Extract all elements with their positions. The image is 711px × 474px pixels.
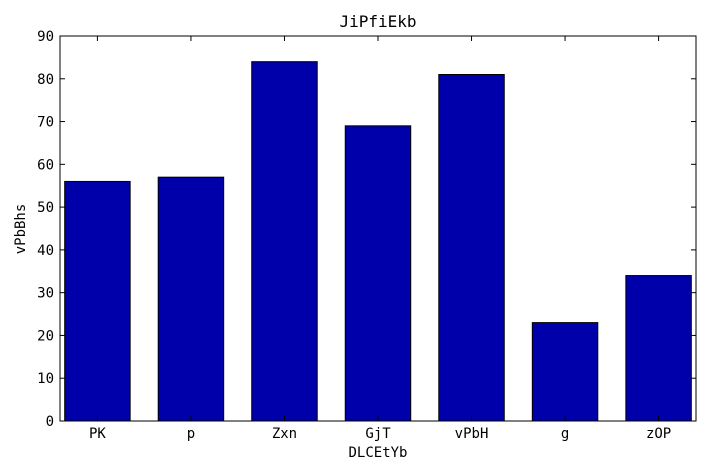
- x-tick-label: Zxn: [272, 426, 297, 442]
- y-tick-label: 20: [37, 328, 54, 344]
- chart-title: JiPfiEkb: [339, 12, 416, 31]
- x-tick-label: GjT: [365, 426, 391, 442]
- y-tick-label: 50: [37, 200, 54, 216]
- x-tick-label: zOP: [646, 426, 671, 442]
- x-tick-label: PK: [89, 426, 106, 442]
- y-tick-label: 90: [37, 29, 54, 45]
- bar-GjT: [344, 125, 412, 422]
- x-tick-label: vPbH: [455, 426, 489, 442]
- bar-vPbH: [438, 74, 505, 422]
- bar-p: [157, 176, 225, 422]
- bar-PK: [64, 180, 131, 422]
- y-tick-label: 30: [37, 286, 54, 302]
- y-tick-label: 80: [37, 72, 54, 88]
- y-axis-label: vPbBhs: [13, 204, 29, 255]
- x-axis-label: DLCEtYb: [348, 445, 407, 461]
- x-tick-label: p: [187, 426, 195, 442]
- bar-Zxn: [251, 61, 318, 422]
- y-tick-label: 10: [37, 371, 54, 387]
- bar-zOP: [625, 275, 692, 422]
- bars-group: [64, 61, 692, 422]
- y-axis: 0 10 20 30 40 50 60 70 80 90: [37, 29, 696, 430]
- y-tick-label: 70: [37, 115, 54, 131]
- x-axis: PK p Zxn GjT vPbH g zOP: [89, 36, 671, 442]
- y-tick-label: 0: [46, 414, 54, 430]
- y-tick-label: 60: [37, 157, 54, 173]
- x-tick-label: g: [561, 426, 569, 442]
- bar-g: [531, 322, 599, 422]
- y-tick-label: 40: [37, 243, 54, 259]
